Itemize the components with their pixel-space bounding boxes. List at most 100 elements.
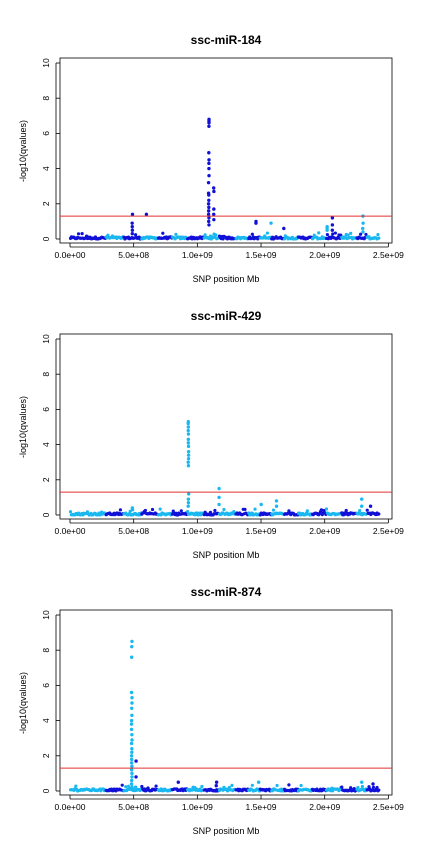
snp-point <box>68 510 73 514</box>
snp-point <box>129 757 134 762</box>
snp-point <box>130 228 135 232</box>
snp-point <box>134 775 138 779</box>
snp-point <box>330 223 335 227</box>
snp-point <box>130 701 134 705</box>
snp-point <box>364 232 368 237</box>
snp-point <box>179 509 183 513</box>
snp-point <box>158 507 162 511</box>
x-tick-label: 1.0e+09 <box>182 250 213 260</box>
panel-1-title: ssc-miR-184 <box>191 33 262 47</box>
y-tick-label: 8 <box>41 648 51 653</box>
snp-point <box>212 212 216 217</box>
snp-point <box>217 486 221 491</box>
snp-point <box>203 233 207 237</box>
snp-point <box>333 231 337 235</box>
snp-point <box>186 441 191 445</box>
snp-point <box>275 783 279 788</box>
snp-point <box>256 780 261 784</box>
panel-2-xlabel: SNP position Mb <box>193 550 260 560</box>
snp-point <box>130 771 134 776</box>
snp-point <box>359 232 363 236</box>
y-tick-label: 4 <box>41 166 51 171</box>
y-tick-label: 10 <box>41 58 51 68</box>
snp-point <box>206 180 211 185</box>
snp-point <box>130 232 134 236</box>
snp-point <box>331 232 335 236</box>
panel-3-xlabel: SNP position Mb <box>193 826 260 836</box>
x-tick-label: 2.5e+09 <box>373 802 404 812</box>
x-tick-label: 1.0e+09 <box>182 802 213 812</box>
snp-point <box>106 233 110 237</box>
panel-2-ylabel: -log10(qvalues) <box>18 396 28 458</box>
x-tick-label: 1.0e+09 <box>182 526 213 536</box>
y-tick-label: 2 <box>41 753 51 758</box>
snp-point <box>207 193 211 197</box>
snp-point <box>130 738 134 742</box>
x-tick-label: 5.0e+08 <box>118 802 149 812</box>
snp-point <box>74 784 78 788</box>
snp-point <box>130 775 134 779</box>
snp-point <box>213 508 217 513</box>
snp-point <box>150 507 155 512</box>
snp-point <box>129 722 134 726</box>
snp-point <box>207 216 211 220</box>
panel-3-title: ssc-miR-874 <box>191 585 262 599</box>
snp-point <box>227 785 231 790</box>
y-tick-label: 4 <box>41 442 51 447</box>
snp-point <box>129 761 134 765</box>
x-tick-label: 0.0e+00 <box>55 250 86 260</box>
y-tick-label: 6 <box>41 407 51 412</box>
snp-point <box>186 432 191 436</box>
snp-point <box>207 121 211 125</box>
snp-point <box>124 785 128 789</box>
snp-point <box>186 425 191 429</box>
snp-point <box>129 718 134 723</box>
snp-point <box>129 655 134 659</box>
panel-1: ssc-miR-184 SNP position Mb -log10(qvalu… <box>18 33 404 284</box>
snp-point <box>130 764 134 769</box>
plot-frame <box>59 609 393 796</box>
panel-3: ssc-miR-874 SNP position Mb -log10(qvalu… <box>18 585 404 836</box>
snp-point <box>230 783 234 787</box>
snp-point <box>118 508 123 512</box>
snp-point <box>207 173 211 178</box>
snp-point <box>186 500 191 505</box>
snp-point <box>207 124 211 129</box>
snp-point <box>207 166 211 171</box>
snp-point <box>376 232 380 237</box>
snp-point <box>186 460 190 464</box>
snp-point <box>133 785 138 789</box>
snp-point <box>186 456 191 461</box>
snp-point <box>287 783 291 787</box>
snp-point <box>186 444 191 449</box>
snp-point <box>371 785 376 789</box>
snp-point <box>377 788 381 792</box>
snp-point <box>171 509 175 513</box>
snp-point <box>130 212 135 217</box>
snp-point <box>222 507 226 512</box>
snp-point <box>129 727 134 732</box>
snp-point <box>214 233 218 237</box>
snp-point <box>206 219 211 224</box>
snp-point <box>265 231 269 235</box>
snp-point <box>206 202 211 206</box>
snp-point <box>206 209 211 213</box>
snp-point <box>344 508 348 513</box>
y-tick-label: 2 <box>41 477 51 482</box>
snp-point <box>250 232 254 236</box>
snp-point <box>330 216 335 220</box>
snp-point <box>129 754 134 758</box>
snp-point <box>274 499 279 503</box>
y-tick-label: 10 <box>41 334 51 344</box>
snp-point <box>80 232 84 236</box>
snp-point <box>207 161 211 166</box>
snp-points <box>68 639 381 793</box>
x-tick-label: 2.5e+09 <box>373 526 404 536</box>
snp-point <box>134 759 138 763</box>
snp-point <box>360 504 364 508</box>
snp-point <box>200 784 204 789</box>
snp-point <box>212 186 216 190</box>
snp-point <box>269 221 273 225</box>
y-tick-label: 10 <box>41 610 51 620</box>
